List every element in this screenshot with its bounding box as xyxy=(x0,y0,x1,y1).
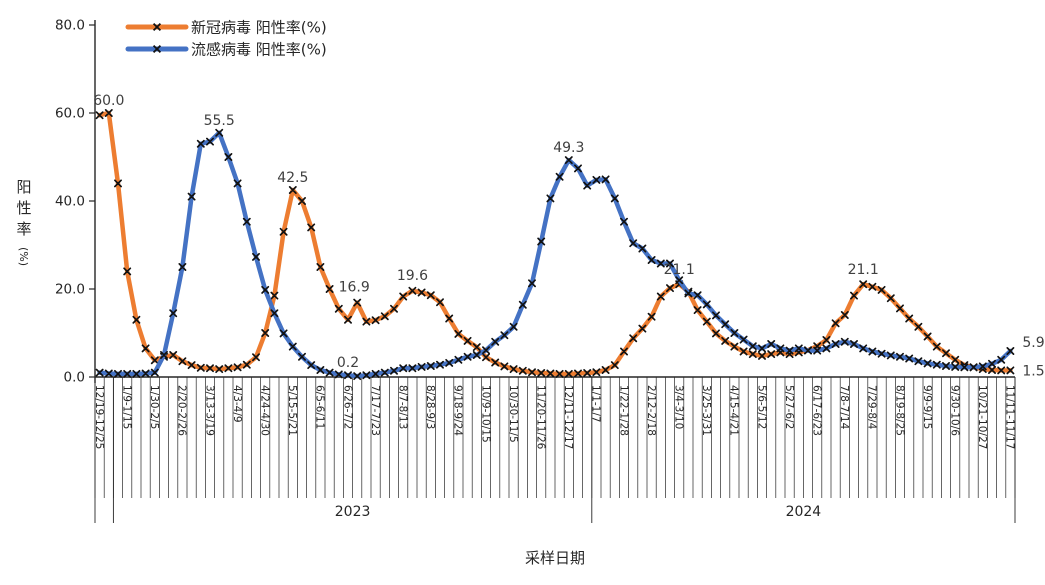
x-tick-label: 11/11-11/17 xyxy=(1004,385,1016,449)
x-tick-label: 12/11-12/17 xyxy=(562,385,574,449)
data-label: 21.1 xyxy=(848,262,879,278)
legend-x-marker xyxy=(152,22,162,32)
legend-label: 流感病毒 阳性率(%) xyxy=(191,41,327,59)
x-axis-title: 采样日期 xyxy=(525,549,585,567)
x-tick-label: 7/29-8/4 xyxy=(866,385,878,430)
data-label: 0.2 xyxy=(337,355,359,371)
y-tick-label: 40.0 xyxy=(55,194,85,210)
x-tick-label: 1/30-2/5 xyxy=(148,385,160,429)
data-label: 42.5 xyxy=(277,170,308,186)
legend-label: 新冠病毒 阳性率(%) xyxy=(191,19,327,37)
x-axis xyxy=(94,376,1016,498)
series-line xyxy=(97,110,1013,377)
x-tick-label: 8/19-8/25 xyxy=(893,385,905,436)
x-tick-label: 7/8-7/14 xyxy=(838,385,850,430)
x-tick-label: 7/17-7/23 xyxy=(369,385,381,436)
x-tick-label: 6/17-6/23 xyxy=(811,385,823,436)
x-tick-label: 2/20-2/26 xyxy=(176,385,188,436)
data-label: 21.1 xyxy=(664,262,695,278)
series-x-markers xyxy=(95,128,1015,381)
x-tick-label: 5/15-5/21 xyxy=(286,385,298,436)
series-line xyxy=(97,130,1013,379)
year-label: 2024 xyxy=(786,504,822,520)
x-tick-label: 9/30-10/6 xyxy=(949,385,961,436)
x-tick-label: 4/24-4/30 xyxy=(259,385,271,436)
x-axis-title-group: 采样日期 xyxy=(525,549,585,567)
x-axis-labels: 12/19-12/25 1/9-1/15 1/30-2/5 2/20-2/26 3/13… xyxy=(93,385,1016,450)
x-tick-label: 8/7-8/13 xyxy=(397,385,409,429)
x-tick-label: 1/22-1/28 xyxy=(617,385,629,436)
x-tick-label: 12/19-12/25 xyxy=(93,385,105,449)
x-tick-label: 6/5-6/11 xyxy=(314,385,326,429)
y-axis-title-char: 性 xyxy=(16,199,31,217)
x-tick-label: 1/1-1/7 xyxy=(590,385,602,423)
y-axis-title-char: 阳 xyxy=(16,178,31,196)
x-tick-label: 3/4-3/10 xyxy=(673,385,685,429)
y-axis-title-unit: (%) xyxy=(17,247,30,266)
data-label: 1.5 xyxy=(1022,363,1044,379)
year-groups: 2023 2024 xyxy=(94,377,1016,523)
x-tick-label: 10/30-11/5 xyxy=(507,385,519,443)
data-label: 60.0 xyxy=(93,93,124,109)
y-axis-title-char: 率 xyxy=(16,220,31,238)
x-tick-label: 9/9-9/15 xyxy=(921,385,933,429)
x-tick-label: 3/13-3/19 xyxy=(203,385,215,436)
y-axis-title: 阳性率 (%) xyxy=(16,178,31,266)
data-label: 55.5 xyxy=(204,113,235,129)
y-axis: 0.0 20.0 40.0 60.0 80.0 xyxy=(55,18,96,386)
annotations: 60.0 55.5 42.5 0.2 16.9 19.6 49.3 21.1 21.1 5.9 1.… xyxy=(93,93,1044,379)
data-label: 16.9 xyxy=(339,280,370,296)
x-tick-label: 2/12-2/18 xyxy=(645,385,657,436)
x-tick-label: 11/20-11/26 xyxy=(535,385,547,450)
y-tick-label: 60.0 xyxy=(55,106,85,122)
data-label: 19.6 xyxy=(397,268,428,284)
y-tick-label: 80.0 xyxy=(55,18,85,34)
x-tick-label: 3/25-3/31 xyxy=(700,385,712,436)
x-tick-label: 4/3-4/9 xyxy=(231,385,243,423)
y-tick-label: 20.0 xyxy=(55,282,85,298)
series-flu xyxy=(95,128,1015,381)
x-tick-label: 9/18-9/24 xyxy=(452,385,464,436)
x-tick-label: 1/9-1/15 xyxy=(121,385,133,429)
legend: 新冠病毒 阳性率(%) 流感病毒 阳性率(%) xyxy=(125,19,327,59)
x-tick-label: 10/21-10/27 xyxy=(976,385,988,449)
data-label: 5.9 xyxy=(1022,335,1044,351)
x-tick-label: 10/9-10/15 xyxy=(479,385,491,443)
x-tick-label: 8/28-9/3 xyxy=(424,385,436,429)
y-tick-label: 0.0 xyxy=(64,370,85,386)
year-label: 2023 xyxy=(335,504,371,520)
data-label: 49.3 xyxy=(553,140,584,156)
x-tick-label: 4/15-4/21 xyxy=(728,385,740,436)
x-tick-label: 5/27-6/2 xyxy=(783,385,795,429)
x-tick-label: 5/6-5/12 xyxy=(755,385,767,429)
x-tick-label: 6/26-7/2 xyxy=(341,385,353,429)
legend-x-marker xyxy=(152,44,162,54)
